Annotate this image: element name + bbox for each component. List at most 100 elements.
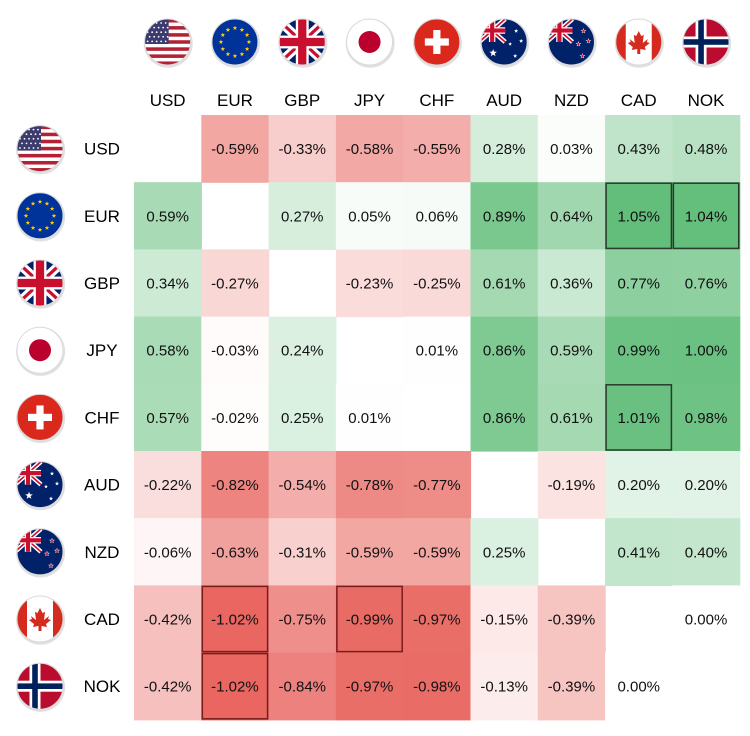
- heatmap-cell: [470, 249, 539, 318]
- heatmap-cell: [268, 652, 337, 721]
- cell-value-label: 0.76%: [685, 276, 728, 293]
- cell-value-label: 0.24%: [281, 343, 324, 360]
- column-header-label: JPY: [354, 91, 385, 110]
- cell-value-label: 0.86%: [483, 343, 526, 360]
- cell-value-label: -0.55%: [413, 141, 461, 158]
- heatmap-cell: [268, 383, 337, 452]
- cell-value-label: 0.25%: [281, 410, 324, 427]
- cell-value-label: 0.20%: [617, 477, 660, 494]
- cell-value-label: -0.54%: [278, 477, 326, 494]
- cell-value-label: 0.86%: [483, 410, 526, 427]
- australia-flag-icon: [480, 18, 530, 68]
- cell-value-label: 0.03%: [550, 141, 593, 158]
- cell-value-label: 1.01%: [617, 410, 660, 427]
- cell-value-label: -0.33%: [278, 141, 326, 158]
- heatmap-cell: [672, 585, 741, 654]
- row-header-label: EUR: [84, 207, 120, 226]
- heatmap-cell: [403, 585, 472, 654]
- heatmap-cell: [672, 316, 741, 385]
- heatmap-cell: [268, 316, 337, 385]
- heatmap-cell: [403, 652, 472, 721]
- cell-value-label: 0.61%: [483, 276, 526, 293]
- cell-value-label: -1.02%: [211, 679, 259, 696]
- heatmap-cell: [268, 451, 337, 519]
- australia-flag-icon: [16, 461, 66, 511]
- cell-value-label: 1.00%: [685, 343, 728, 360]
- heatmap-cell: [672, 518, 741, 586]
- cell-value-label: 0.89%: [483, 208, 526, 225]
- cell-value-label: -0.25%: [413, 276, 461, 293]
- heatmap-cell: [605, 182, 673, 250]
- cell-value-label: -0.42%: [144, 612, 192, 629]
- heatmap-cell: [201, 451, 270, 519]
- heatmap-cell: [470, 383, 539, 452]
- heatmap-cell: [470, 585, 539, 654]
- uk-flag-icon: [278, 18, 328, 68]
- cell-value-label: 0.40%: [685, 544, 728, 561]
- heatmap-cell: [201, 585, 270, 654]
- heatmap-cell: [335, 182, 404, 250]
- cell-value-label: 0.34%: [146, 276, 189, 293]
- heatmap-cell: [672, 182, 741, 250]
- cell-value-label: 1.04%: [685, 208, 728, 225]
- eu-flag-icon: [16, 192, 66, 242]
- cell-value-label: 0.43%: [617, 141, 660, 158]
- new-zealand-flag-icon: [16, 528, 66, 578]
- column-header-label: CHF: [419, 91, 454, 110]
- heatmap-cell: [537, 652, 606, 721]
- heatmap-cell: [672, 115, 741, 183]
- heatmap-cell: [605, 115, 673, 183]
- cell-value-label: 0.20%: [685, 477, 728, 494]
- norway-flag-icon: [16, 662, 66, 712]
- cell-value-label: -0.99%: [346, 612, 394, 629]
- eu-flag-icon: [211, 18, 261, 68]
- heatmap-cell: [335, 249, 404, 318]
- uk-flag-icon: [16, 259, 66, 309]
- highlight-box: [201, 652, 269, 720]
- canada-flag-icon: [16, 595, 66, 645]
- cell-value-label: 0.58%: [146, 343, 189, 360]
- highlight-box: [672, 182, 740, 250]
- japan-flag-icon: [345, 18, 395, 68]
- switzerland-flag-icon: [412, 18, 462, 68]
- heatmap-cell: [672, 383, 741, 452]
- cell-value-label: -0.39%: [548, 679, 596, 696]
- heatmap-cell: [134, 652, 202, 721]
- heatmap-cell: [403, 518, 472, 586]
- cell-value-label: -0.78%: [346, 477, 394, 494]
- heatmap-cell: [672, 451, 741, 519]
- heatmap-cell: [201, 652, 270, 721]
- heatmap-cell: [268, 585, 337, 654]
- cell-value-label: 0.36%: [550, 276, 593, 293]
- highlight-box: [605, 384, 673, 451]
- switzerland-flag-icon: [16, 393, 66, 444]
- cell-value-label: 0.25%: [483, 544, 526, 561]
- cell-value-label: -0.59%: [211, 141, 259, 158]
- cell-value-label: -0.58%: [346, 141, 394, 158]
- column-header-label: GBP: [284, 91, 320, 110]
- row-header-label: CAD: [84, 610, 120, 629]
- cell-value-label: 0.06%: [416, 208, 459, 225]
- column-header-label: AUD: [486, 91, 522, 110]
- heatmap-cell: [470, 652, 539, 721]
- row-header-label: NOK: [84, 677, 122, 696]
- new-zealand-flag-icon: [547, 18, 597, 68]
- heatmap-cell: [470, 316, 539, 385]
- heatmap-cell: [268, 182, 337, 250]
- heatmap-cell: [335, 652, 404, 721]
- column-header-label: USD: [150, 91, 186, 110]
- heatmap-cell: [537, 115, 606, 183]
- heatmap-cell: [335, 518, 404, 586]
- column-header-label: EUR: [217, 91, 253, 110]
- heatmap-cell: [201, 249, 270, 318]
- cell-value-label: 0.61%: [550, 410, 593, 427]
- heatmap-cell: [201, 115, 270, 183]
- heatmap-cell: [605, 451, 673, 519]
- heatmap-cell: [403, 182, 472, 250]
- heatmap-cell: [605, 652, 673, 721]
- cell-value-label: -1.02%: [211, 612, 259, 629]
- row-header-label: GBP: [84, 274, 120, 293]
- cell-value-label: 0.59%: [146, 208, 189, 225]
- cell-value-label: 0.01%: [416, 343, 459, 360]
- heatmap-cell: [335, 115, 404, 183]
